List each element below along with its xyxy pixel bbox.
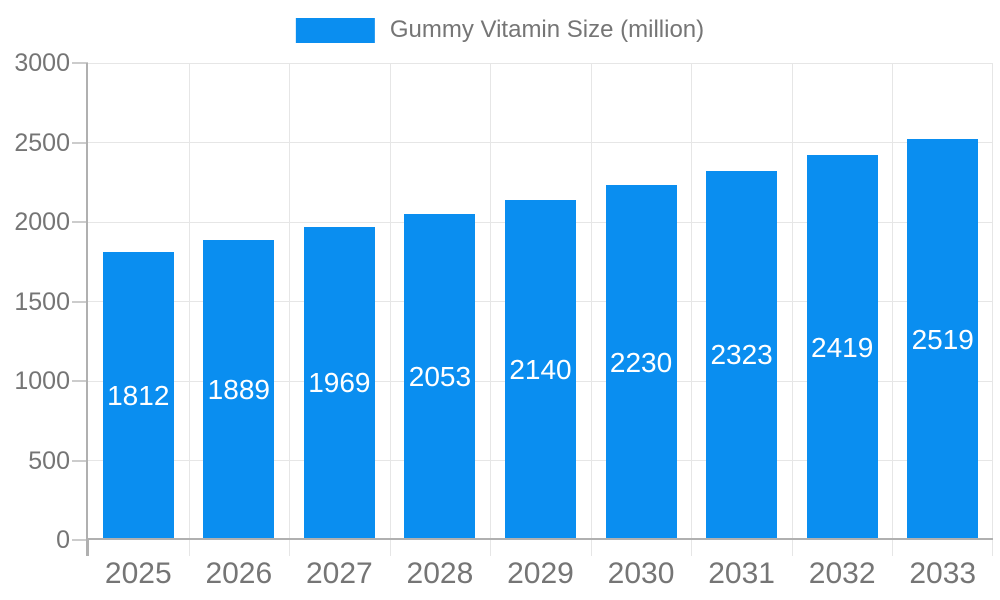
- y-axis-label-1000: 1000: [14, 367, 70, 395]
- x-axis-tick: [188, 540, 190, 556]
- bar-value-label-2033: 2519: [911, 323, 974, 355]
- gridline-vertical: [389, 63, 391, 540]
- bar-2031[interactable]: [706, 170, 778, 540]
- bar-2028[interactable]: [404, 213, 476, 540]
- x-axis-tick: [892, 540, 894, 556]
- y-axis-label-2500: 2500: [14, 128, 70, 157]
- bar-value-label-2026: 1889: [207, 373, 270, 405]
- bar-2032[interactable]: [806, 155, 878, 540]
- x-axis-tick: [490, 540, 492, 556]
- gridline-vertical: [992, 63, 993, 540]
- legend-swatch-icon: [295, 17, 375, 43]
- bar-2026[interactable]: [203, 239, 275, 540]
- x-axis-tick: [389, 540, 391, 556]
- x-axis-tick: [590, 540, 592, 556]
- bar-value-label-2032: 2419: [811, 331, 874, 363]
- bar-value-label-2030: 2230: [609, 346, 673, 378]
- x-axis-label-2033: 2033: [909, 557, 977, 590]
- x-axis-tick: [691, 540, 693, 556]
- x-axis-label-2025: 2025: [104, 557, 172, 590]
- gridline-vertical: [691, 63, 693, 540]
- x-axis-label-2026: 2026: [205, 557, 273, 590]
- bar-value-label-2028: 2053: [408, 360, 472, 392]
- bar-2029[interactable]: [505, 199, 576, 540]
- y-axis-label-3000: 3000: [14, 49, 70, 77]
- x-axis-label-2028: 2028: [406, 557, 474, 590]
- gridline-vertical: [590, 63, 592, 540]
- y-axis-label-500: 500: [28, 446, 70, 475]
- x-axis-line: [88, 538, 993, 540]
- gridline-vertical: [490, 63, 492, 540]
- x-axis-tick: [992, 540, 993, 556]
- bar-2025[interactable]: [102, 251, 174, 540]
- y-axis-label-1500: 1500: [14, 287, 70, 316]
- bar-value-label-2027: 1969: [308, 367, 371, 399]
- y-axis-tick: [72, 141, 88, 144]
- bar-2033[interactable]: [907, 139, 979, 540]
- y-axis-tick: [72, 300, 88, 303]
- bar-value-label-2029: 2140: [509, 353, 572, 385]
- legend-item[interactable]: Gummy Vitamin Size (million): [295, 16, 705, 44]
- y-axis-label-0: 0: [56, 526, 70, 554]
- x-axis-tick: [88, 540, 89, 556]
- gridline-horizontal: [88, 142, 993, 143]
- y-axis-label-2000: 2000: [14, 208, 70, 236]
- y-axis-line: [86, 63, 88, 556]
- x-axis-tick: [791, 540, 793, 556]
- x-axis-label-2032: 2032: [808, 557, 876, 590]
- bar-2030[interactable]: [605, 185, 677, 540]
- gridline-vertical: [289, 63, 291, 540]
- gridline-vertical: [892, 63, 894, 540]
- gridline-vertical: [188, 63, 190, 540]
- y-axis-tick: [72, 62, 88, 64]
- y-axis-tick: [72, 459, 88, 462]
- legend-label: Gummy Vitamin Size (million): [389, 16, 705, 43]
- x-axis-label-2030: 2030: [607, 557, 675, 590]
- y-axis-tick: [72, 539, 88, 541]
- y-axis-tick: [72, 380, 88, 382]
- x-axis-tick: [289, 540, 291, 556]
- bar-2027[interactable]: [303, 226, 375, 540]
- gridline-horizontal: [88, 62, 993, 64]
- x-axis-label-2029: 2029: [507, 557, 574, 590]
- bar-value-label-2031: 2323: [710, 339, 773, 371]
- x-axis-label-2027: 2027: [306, 557, 373, 590]
- gridline-vertical: [791, 63, 793, 540]
- x-axis-label-2031: 2031: [708, 557, 775, 590]
- bar-value-label-2025: 1812: [107, 379, 170, 411]
- plot-area: 0 500 1000 1500 2000 2500 3000 1812 2025 1889 2026…: [14, 49, 993, 590]
- y-axis-tick: [72, 221, 88, 223]
